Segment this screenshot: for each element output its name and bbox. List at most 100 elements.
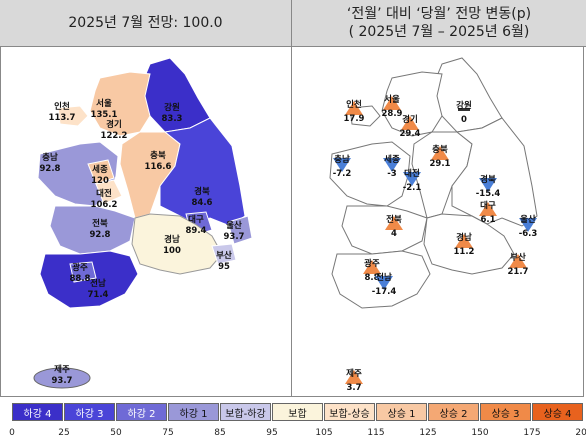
region-name-label: 울산 xyxy=(226,220,242,231)
region-value-label: 95 xyxy=(218,262,230,272)
region-name-label: 인천 xyxy=(54,101,70,112)
right-panel: ‘전월’ 대비 ‘당월’ 전망 변동(p) ( 2025년 7월 – 2025년… xyxy=(292,0,586,397)
down-arrow-icon xyxy=(375,276,393,290)
region-name-label: 경기 xyxy=(106,119,122,130)
legend-item: 보합-상승 xyxy=(324,403,375,421)
up-arrow-icon xyxy=(345,101,363,115)
legend-tick: 75 xyxy=(162,428,174,438)
region-change-label: 29.4 xyxy=(400,129,421,139)
up-arrow-icon xyxy=(363,260,381,274)
legend-tick: 50 xyxy=(110,428,122,438)
legend-tick: 200 xyxy=(575,428,586,438)
region-incheon[interactable] xyxy=(57,105,89,127)
legend-item: 보합-하강 xyxy=(220,403,271,421)
region-change-label: 28.9 xyxy=(382,109,403,119)
region-name-label: 광주 xyxy=(364,258,380,269)
region-name-label: 강원 xyxy=(456,100,472,111)
region-change-label: -2.1 xyxy=(403,183,422,193)
region-name-label: 세종 xyxy=(92,164,108,175)
right-title: ‘전월’ 대비 ‘당월’ 전망 변동(p) ( 2025년 7월 – 2025년… xyxy=(292,0,586,47)
region-name-label: 대전 xyxy=(404,168,420,179)
left-panel: 2025년 7월 전망: 100.0 인천 113.7 서울 135.1 경기 122.2… xyxy=(0,0,292,397)
region-name-label: 부산 xyxy=(510,252,526,263)
region-value-label: 100 xyxy=(163,246,181,256)
legend-item: 하강 2 xyxy=(116,403,167,421)
region-name-label: 대전 xyxy=(96,188,112,199)
region-value-label: 71.4 xyxy=(88,290,109,300)
region-name-label: 광주 xyxy=(72,262,88,273)
region-sejong[interactable] xyxy=(87,159,115,185)
up-arrow-icon xyxy=(479,202,497,216)
up-arrow-icon xyxy=(455,234,473,248)
legend-item: 하강 3 xyxy=(64,403,115,421)
region-change-label: -15.4 xyxy=(476,189,501,199)
region-value-label: 116.6 xyxy=(145,162,172,172)
region-value-label: 113.7 xyxy=(49,113,76,123)
region-daejeon[interactable] xyxy=(95,179,123,205)
region-change-label: -17.4 xyxy=(372,287,397,297)
region-change-label: 3.7 xyxy=(346,383,361,393)
region-name-label: 대구 xyxy=(480,200,496,211)
down-arrow-icon xyxy=(383,158,401,172)
region-ulsan[interactable] xyxy=(227,215,253,245)
up-arrow-icon xyxy=(345,370,363,384)
legend: 하강 4 하강 3 하강 2 하강 1 보합-하강 보합 보합-상승 상승 1 상승 2 상승 3… xyxy=(12,403,584,421)
region-name-label: 경남 xyxy=(164,234,180,245)
left-title: 2025년 7월 전망: 100.0 xyxy=(0,0,291,47)
up-arrow-icon xyxy=(509,254,527,268)
legend-item: 하강 1 xyxy=(168,403,219,421)
region-value-label: 92.8 xyxy=(40,164,61,174)
region-name-label: 경남 xyxy=(456,232,472,243)
legend-ticks: 0 25 50 75 85 95 105 115 125 150 175 200 xyxy=(0,428,586,442)
region-gwangju[interactable] xyxy=(69,261,97,283)
region-change-label: -7.2 xyxy=(333,169,352,179)
region-name-label: 충남 xyxy=(42,152,58,163)
up-arrow-icon xyxy=(431,146,449,160)
region-jeju[interactable] xyxy=(33,367,91,389)
region-value-label: 120 xyxy=(91,176,109,186)
legend-item: 상승 2 xyxy=(428,403,479,421)
legend-tick: 150 xyxy=(471,428,489,438)
region-name-label: 제주 xyxy=(54,364,70,375)
region-name-label: 전남 xyxy=(90,278,106,289)
legend-tick: 175 xyxy=(523,428,541,438)
region-name-label: 부산 xyxy=(216,250,232,261)
down-arrow-icon xyxy=(403,172,421,186)
region-change-label: 21.7 xyxy=(508,267,529,277)
outline-gyeongbuk xyxy=(451,117,538,227)
legend-tick: 25 xyxy=(58,428,70,438)
legend-item: 상승 1 xyxy=(376,403,427,421)
legend-item: 상승 4 xyxy=(532,403,583,421)
region-value-label: 84.6 xyxy=(192,198,213,208)
region-name-label: 경기 xyxy=(402,114,418,125)
region-name-label: 경북 xyxy=(194,186,210,197)
region-name-label: 충남 xyxy=(334,154,350,165)
region-gyeongbuk[interactable] xyxy=(159,117,246,227)
down-arrow-icon xyxy=(479,178,497,192)
region-value-label: 92.8 xyxy=(90,230,111,240)
down-arrow-icon xyxy=(519,218,537,232)
region-value-label: 93.7 xyxy=(224,232,245,242)
up-arrow-icon xyxy=(383,96,401,110)
region-name-label: 서울 xyxy=(384,94,400,105)
region-change-label: 17.9 xyxy=(344,114,365,124)
region-value-label: 93.7 xyxy=(52,376,73,386)
legend-tick: 105 xyxy=(315,428,333,438)
legend-item: 하강 4 xyxy=(12,403,63,421)
outline-gangwon xyxy=(431,57,503,133)
region-jeonbuk[interactable] xyxy=(49,205,136,255)
up-arrow-icon xyxy=(385,216,403,230)
region-busan[interactable] xyxy=(211,243,237,265)
legend-item: 보합 xyxy=(272,403,323,421)
region-name-label: 인천 xyxy=(346,99,362,110)
region-gyeongnam[interactable] xyxy=(131,213,223,275)
right-map: 인천 17.9 서울 28.9경기 29.4 강원 0 충남 -7.2 세종 -3 대전 -2.1 충북 2… xyxy=(329,57,538,393)
region-name-label: 강원 xyxy=(164,102,180,113)
region-change-label: 4 xyxy=(391,229,397,239)
region-name-label: 경북 xyxy=(480,174,496,185)
region-name-label: 울산 xyxy=(520,214,536,225)
right-title-line1: ‘전월’ 대비 ‘당월’ 전망 변동(p) xyxy=(346,6,532,22)
region-change-label: 8.8 xyxy=(364,273,379,283)
region-name-label: 전북 xyxy=(92,218,108,229)
